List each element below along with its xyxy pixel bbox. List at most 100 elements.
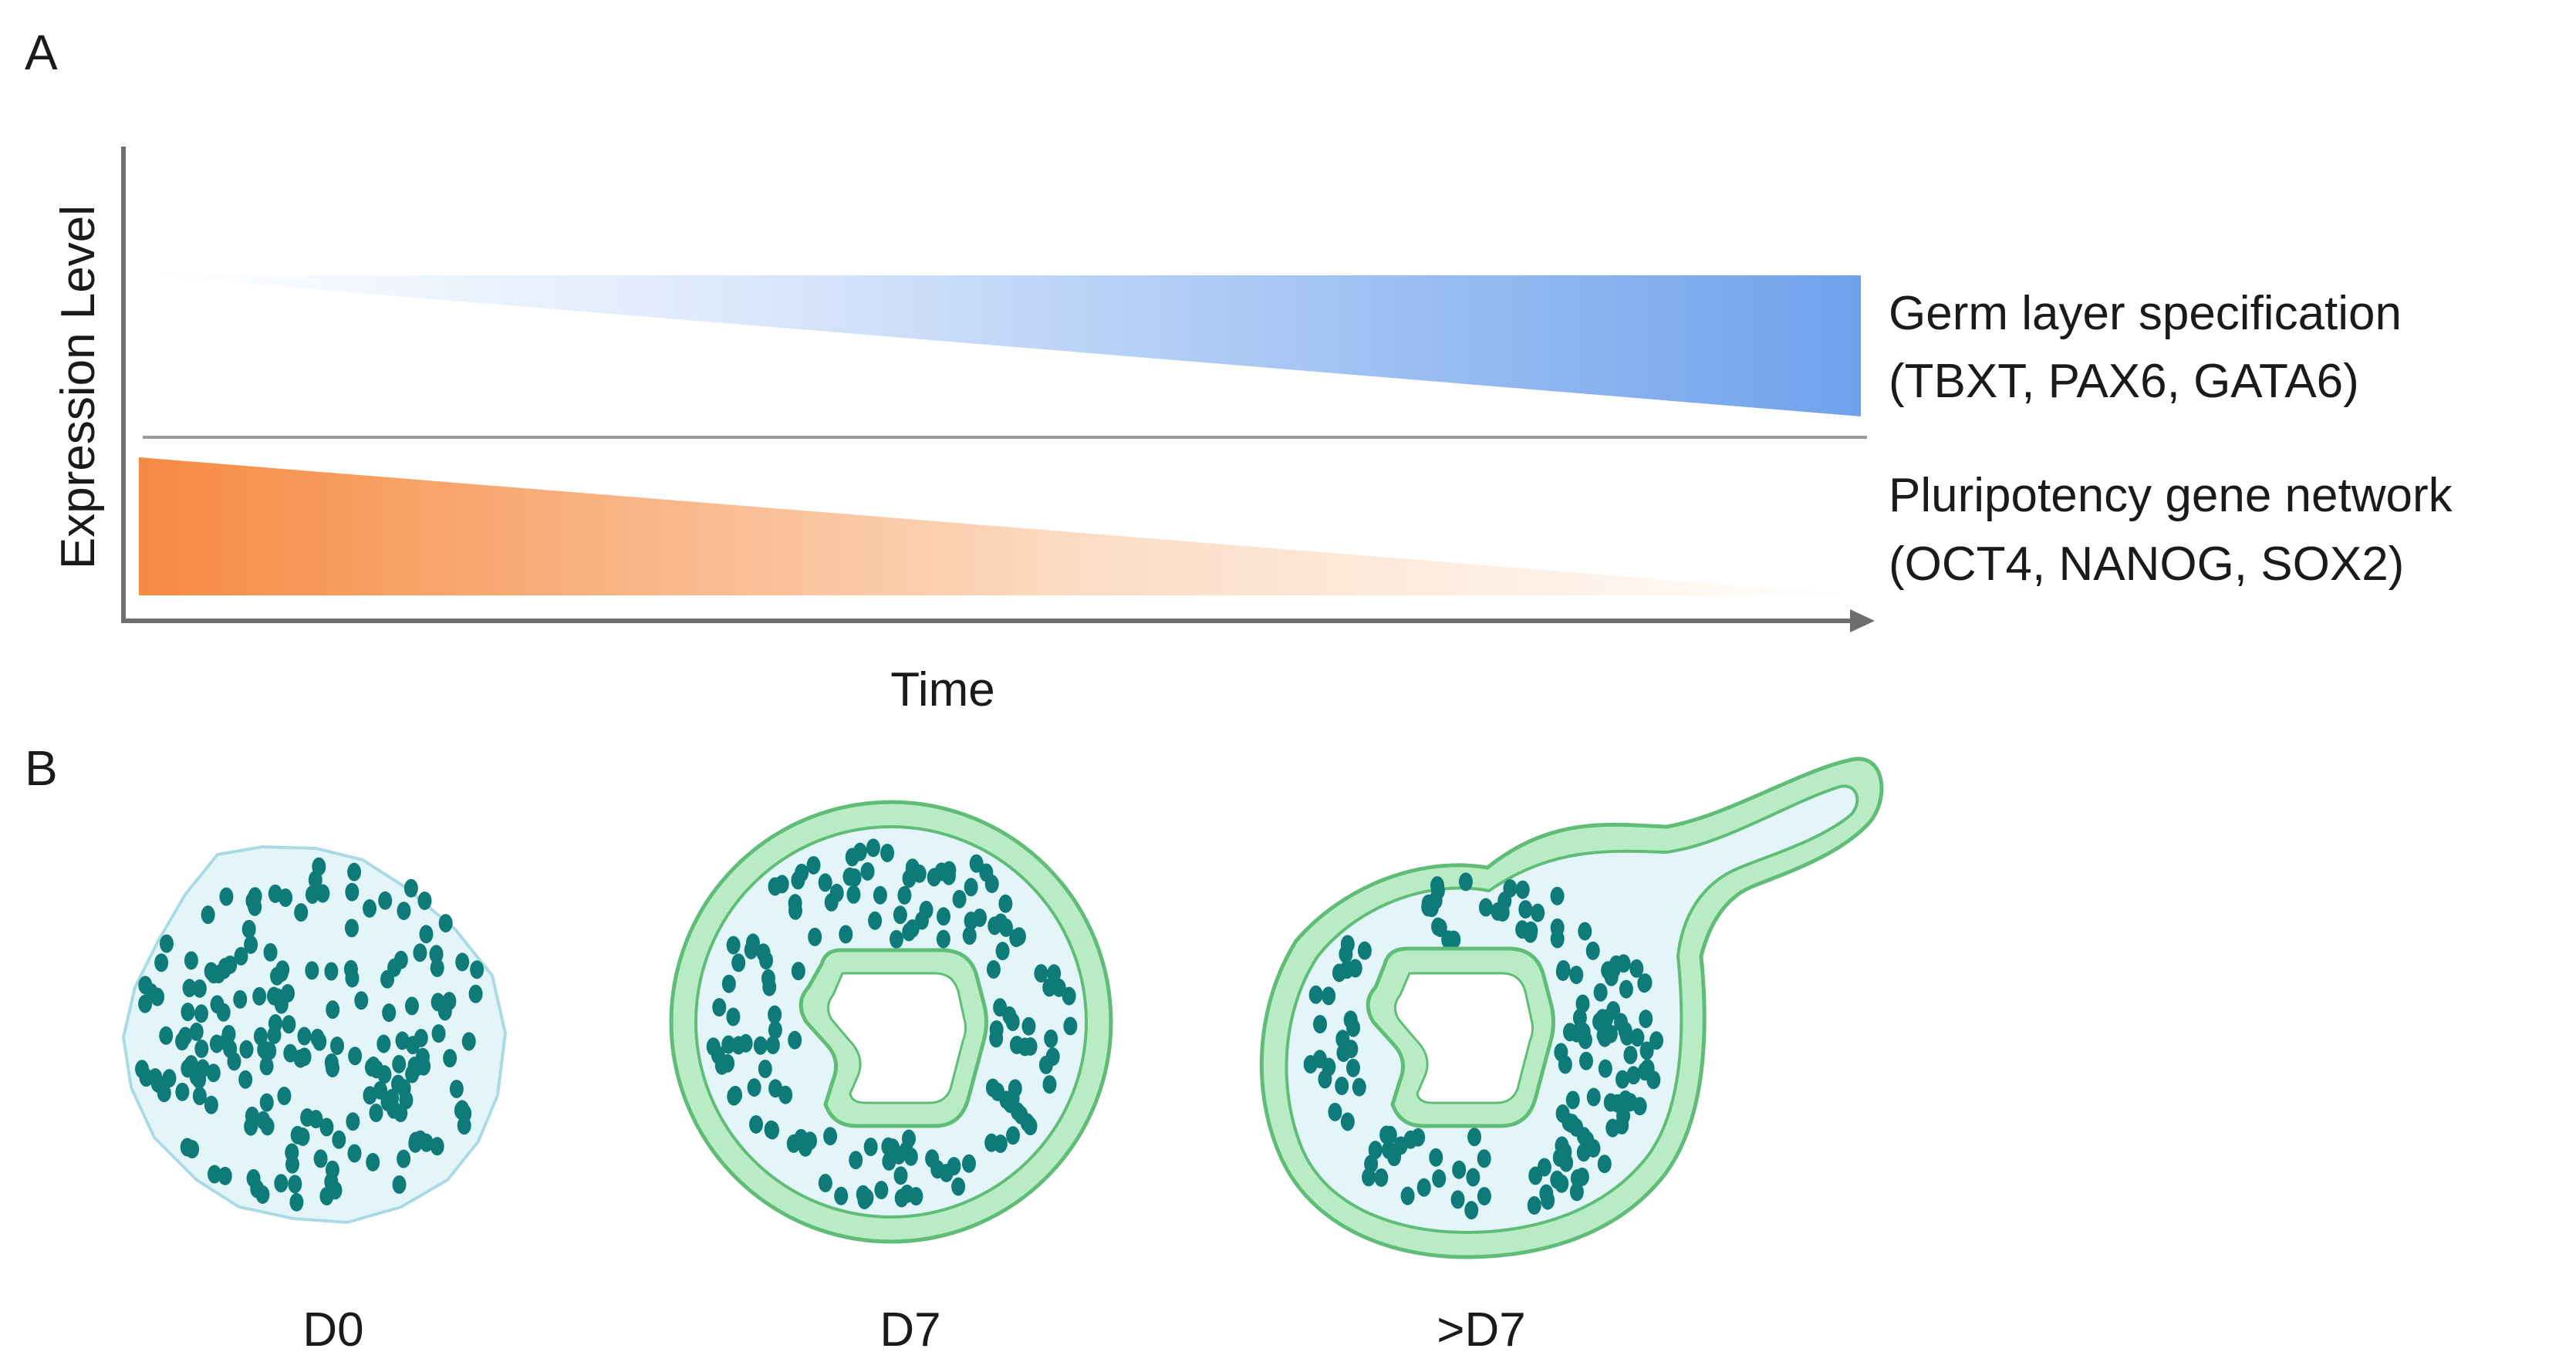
- cell-nucleus: [408, 1131, 423, 1151]
- cell-nucleus: [1575, 1167, 1589, 1186]
- cell-nucleus: [1034, 964, 1048, 983]
- cell-nucleus: [255, 1185, 270, 1204]
- cell-nucleus: [1638, 973, 1653, 993]
- cell-nucleus: [256, 1111, 271, 1130]
- cell-nucleus: [387, 958, 402, 977]
- cell-nucleus: [727, 1087, 741, 1106]
- cell-nucleus: [1374, 1168, 1389, 1187]
- cell-nucleus: [1458, 872, 1473, 892]
- cell-nucleus: [1630, 1028, 1645, 1047]
- cell-nucleus: [430, 993, 445, 1012]
- cell-nucleus: [204, 962, 218, 981]
- germ-layer-markers: (TBXT, PAX6, GATA6): [1889, 355, 2359, 408]
- cell-nucleus: [775, 875, 789, 894]
- cell-nucleus: [1629, 959, 1644, 978]
- cell-nucleus: [419, 925, 434, 944]
- cell-nucleus: [919, 900, 934, 919]
- cell-nucleus: [873, 885, 887, 905]
- cell-nucleus: [138, 994, 153, 1013]
- cell-nucleus: [1550, 886, 1565, 905]
- cell-nucleus: [385, 1088, 400, 1107]
- cell-nucleus: [791, 871, 805, 890]
- cell-nucleus: [245, 891, 260, 910]
- panel-a-letter: A: [25, 25, 58, 80]
- cell-nucleus: [893, 1166, 908, 1185]
- cell-nucleus: [1527, 1196, 1541, 1215]
- cell-nucleus: [1400, 1186, 1415, 1205]
- cell-nucleus: [765, 1121, 780, 1140]
- cell-nucleus: [1626, 1066, 1641, 1085]
- cell-nucleus: [927, 868, 941, 887]
- cell-nucleus: [309, 1110, 323, 1129]
- cell-nucleus: [1503, 878, 1518, 898]
- cell-nucleus: [712, 998, 727, 1017]
- cell-nucleus: [430, 1137, 444, 1156]
- cell-nucleus: [1478, 898, 1493, 917]
- cell-nucleus: [863, 1138, 878, 1157]
- cell-nucleus: [1623, 1093, 1638, 1112]
- cell-nucleus: [263, 942, 278, 962]
- cell-nucleus: [195, 1059, 210, 1078]
- cell-nucleus: [297, 1026, 312, 1046]
- cell-nucleus: [756, 943, 771, 962]
- y-axis-label: Expression Level: [52, 205, 105, 569]
- cell-nucleus: [839, 925, 853, 944]
- stage-label-d7: D7: [879, 1303, 940, 1357]
- cell-nucleus: [397, 902, 411, 921]
- cell-nucleus: [206, 1064, 221, 1083]
- cell-nucleus: [749, 1114, 764, 1134]
- cell-nucleus: [268, 1014, 282, 1033]
- cell-nucleus: [457, 1116, 471, 1135]
- cell-nucleus: [1466, 1168, 1480, 1187]
- cell-nucleus: [1357, 941, 1372, 960]
- cell-nucleus: [259, 1057, 274, 1076]
- cell-nucleus: [283, 1043, 298, 1063]
- cell-nucleus: [1452, 1160, 1467, 1179]
- cell-nucleus: [159, 1026, 174, 1045]
- cell-nucleus: [343, 959, 358, 979]
- cell-nucleus: [347, 1144, 362, 1163]
- cell-nucleus: [753, 1036, 768, 1055]
- cell-nucleus: [1313, 1014, 1328, 1033]
- cell-nucleus: [762, 977, 777, 996]
- cell-nucleus: [951, 1177, 966, 1196]
- cell-nucleus: [209, 1034, 224, 1053]
- cell-nucleus: [348, 1047, 363, 1066]
- cell-nucleus: [313, 1149, 328, 1168]
- cell-nucleus: [417, 891, 432, 910]
- cell-nucleus: [1328, 1102, 1342, 1121]
- cell-nucleus: [377, 1065, 392, 1084]
- cell-nucleus: [738, 1033, 753, 1053]
- cell-nucleus: [305, 961, 319, 980]
- cell-nucleus: [824, 892, 839, 912]
- cell-nucleus: [1002, 1006, 1017, 1025]
- cell-nucleus: [332, 1130, 346, 1149]
- cell-nucleus: [1432, 1169, 1447, 1188]
- x-axis-arrowhead: [1850, 609, 1875, 632]
- cell-nucleus: [1429, 1148, 1443, 1167]
- cell-nucleus: [354, 991, 369, 1010]
- cell-nucleus: [744, 940, 758, 959]
- cell-nucleus: [791, 962, 805, 981]
- cell-nucleus: [274, 1174, 289, 1193]
- cell-nucleus: [216, 1003, 231, 1022]
- germ-layer-label: Germ layer specification: [1889, 287, 2402, 340]
- cell-nucleus: [184, 1055, 198, 1074]
- d7-organoid: [669, 800, 1113, 1244]
- cell-nucleus: [1021, 1016, 1036, 1036]
- cell-nucleus: [290, 1125, 305, 1144]
- cell-nucleus: [442, 992, 457, 1011]
- cell-nucleus: [995, 942, 1010, 961]
- cell-nucleus: [1346, 1018, 1361, 1037]
- cell-nucleus: [1312, 1050, 1327, 1069]
- cell-nucleus: [449, 1079, 464, 1098]
- cell-nucleus: [244, 1117, 258, 1136]
- cell-nucleus: [407, 1057, 422, 1076]
- cell-nucleus: [1421, 898, 1436, 917]
- cell-nucleus: [1555, 1174, 1569, 1193]
- cell-nucleus: [319, 1117, 334, 1137]
- cell-nucleus: [1593, 983, 1608, 1002]
- cell-nucleus: [223, 955, 238, 974]
- cell-nucleus: [806, 855, 821, 875]
- cell-nucleus: [406, 1036, 420, 1055]
